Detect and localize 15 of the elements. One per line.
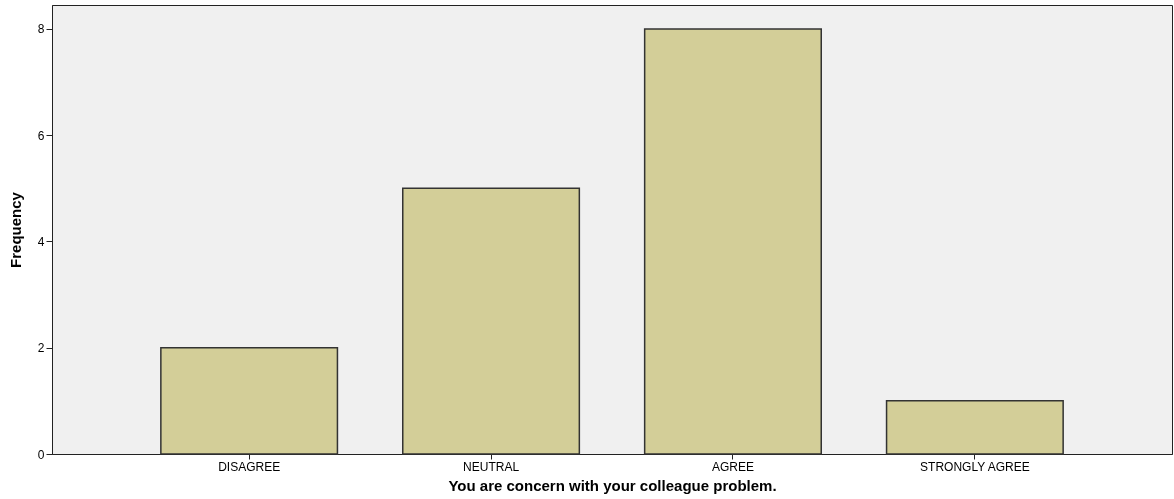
y-tick-label: 4 — [37, 234, 45, 249]
bar — [643, 28, 822, 455]
x-tick-label: NEUTRAL — [463, 459, 520, 474]
x-tick-label: STRONGLY AGREE — [920, 459, 1030, 474]
x-tick-label: AGREE — [711, 459, 754, 474]
y-axis-title: Frequency — [6, 191, 24, 268]
y-tick-label: 6 — [37, 128, 45, 143]
y-tick-label: 8 — [37, 22, 45, 37]
bar — [885, 400, 1064, 455]
y-tick-label: 0 — [37, 447, 45, 462]
x-axis-title: You are concern with your colleague problem. — [448, 476, 777, 494]
y-tick-label: 2 — [37, 341, 45, 356]
bar — [160, 346, 339, 455]
x-tick-label: DISAGREE — [218, 459, 281, 474]
bar — [402, 187, 581, 455]
